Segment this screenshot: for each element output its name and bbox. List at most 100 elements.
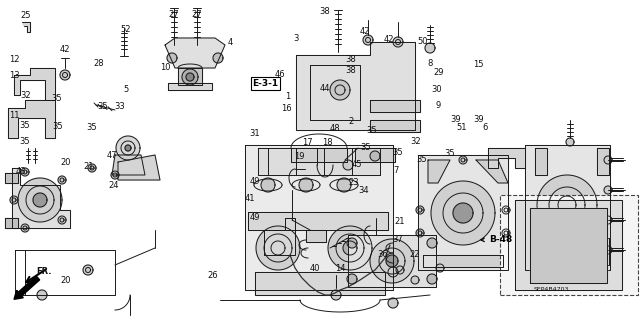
Text: 34: 34 <box>358 186 369 195</box>
Polygon shape <box>558 196 576 214</box>
Text: 32: 32 <box>411 137 421 146</box>
Polygon shape <box>453 203 473 223</box>
Polygon shape <box>58 216 66 224</box>
Polygon shape <box>488 148 525 168</box>
Text: 51: 51 <box>457 123 467 132</box>
Polygon shape <box>328 226 372 270</box>
Bar <box>500 195 638 295</box>
Polygon shape <box>597 148 609 175</box>
Polygon shape <box>178 68 202 85</box>
Polygon shape <box>111 171 119 179</box>
Text: 44: 44 <box>320 84 330 93</box>
Text: 32: 32 <box>20 91 31 100</box>
Polygon shape <box>436 264 444 272</box>
Polygon shape <box>416 206 424 214</box>
Polygon shape <box>459 156 467 164</box>
Text: 35: 35 <box>366 126 376 135</box>
Text: 50: 50 <box>417 37 428 46</box>
Polygon shape <box>343 241 357 255</box>
Text: 25: 25 <box>20 11 31 20</box>
Text: 52: 52 <box>121 25 131 34</box>
Text: 18: 18 <box>323 138 333 147</box>
Polygon shape <box>535 238 547 265</box>
Polygon shape <box>12 168 70 228</box>
Polygon shape <box>604 246 612 254</box>
Polygon shape <box>116 136 140 160</box>
Text: 19: 19 <box>294 152 305 161</box>
Polygon shape <box>515 200 622 290</box>
Text: 45: 45 <box>352 160 362 169</box>
Polygon shape <box>255 272 385 295</box>
Text: 37: 37 <box>393 235 403 244</box>
Text: 38: 38 <box>346 56 356 64</box>
Polygon shape <box>476 160 508 183</box>
Text: 35: 35 <box>19 121 29 130</box>
Polygon shape <box>5 218 18 228</box>
Text: 20: 20 <box>60 158 70 167</box>
Polygon shape <box>396 266 404 274</box>
Polygon shape <box>213 53 223 63</box>
Text: 35: 35 <box>393 148 403 157</box>
Text: 40: 40 <box>310 264 320 273</box>
Polygon shape <box>343 160 353 170</box>
Text: 2: 2 <box>348 117 353 126</box>
Text: 23: 23 <box>348 178 358 187</box>
Text: 21: 21 <box>394 217 404 226</box>
Text: 26: 26 <box>207 271 218 280</box>
Polygon shape <box>386 255 398 267</box>
Text: 4: 4 <box>228 38 233 47</box>
Polygon shape <box>168 83 212 90</box>
Text: 11: 11 <box>9 111 19 120</box>
Polygon shape <box>10 196 18 204</box>
Polygon shape <box>18 178 62 222</box>
Polygon shape <box>8 100 55 138</box>
Polygon shape <box>537 175 597 235</box>
Polygon shape <box>182 69 198 85</box>
Polygon shape <box>245 145 393 290</box>
Polygon shape <box>125 145 131 151</box>
Polygon shape <box>355 148 395 162</box>
Text: 42: 42 <box>60 45 70 54</box>
Text: 47: 47 <box>107 151 117 160</box>
Text: 39: 39 <box>451 115 461 124</box>
Text: 49: 49 <box>250 177 260 186</box>
Polygon shape <box>427 238 437 248</box>
Text: 7: 7 <box>393 166 398 175</box>
Polygon shape <box>118 155 160 180</box>
Polygon shape <box>306 230 326 242</box>
Polygon shape <box>604 186 612 194</box>
Polygon shape <box>167 53 177 63</box>
Polygon shape <box>370 100 420 112</box>
Polygon shape <box>165 38 225 68</box>
Text: 35: 35 <box>361 143 371 152</box>
Polygon shape <box>416 229 424 237</box>
Text: 14: 14 <box>335 264 346 273</box>
Polygon shape <box>427 274 437 284</box>
Text: 35: 35 <box>19 137 29 146</box>
Text: SEP4B4703: SEP4B4703 <box>534 287 570 292</box>
Text: 35: 35 <box>444 149 454 158</box>
Polygon shape <box>330 80 350 100</box>
Text: 43: 43 <box>15 167 26 176</box>
Text: 13: 13 <box>9 71 19 80</box>
Text: 10: 10 <box>160 63 170 72</box>
Text: 42: 42 <box>360 27 370 36</box>
Polygon shape <box>388 298 398 308</box>
Polygon shape <box>348 235 436 287</box>
Text: 15: 15 <box>474 60 484 69</box>
Polygon shape <box>337 178 351 192</box>
Text: E-3-1: E-3-1 <box>253 79 278 88</box>
FancyArrow shape <box>14 276 40 299</box>
Polygon shape <box>58 176 66 184</box>
Polygon shape <box>5 173 18 183</box>
Polygon shape <box>60 70 70 80</box>
Polygon shape <box>370 120 420 132</box>
Polygon shape <box>291 148 347 162</box>
Polygon shape <box>37 290 47 300</box>
Polygon shape <box>331 290 341 300</box>
Text: 35: 35 <box>52 122 63 131</box>
Polygon shape <box>21 168 29 176</box>
Polygon shape <box>431 181 495 245</box>
Text: B-48: B-48 <box>481 235 512 244</box>
Polygon shape <box>566 138 574 146</box>
